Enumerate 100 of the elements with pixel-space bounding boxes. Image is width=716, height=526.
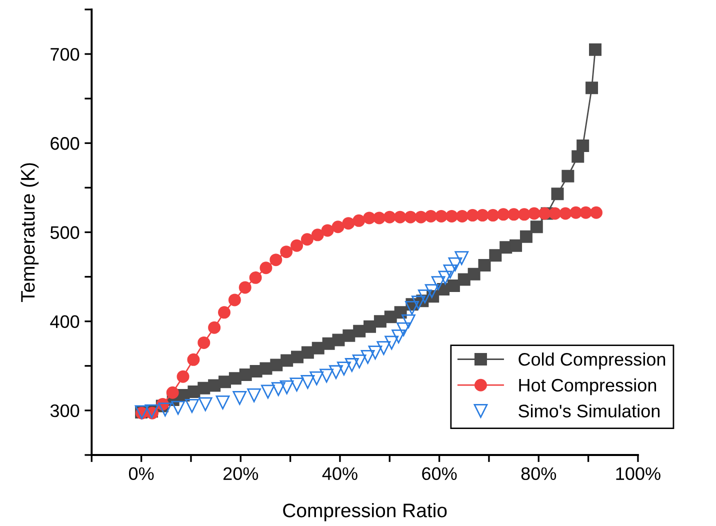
point [360, 350, 375, 364]
point [466, 209, 479, 222]
point [218, 306, 230, 319]
point [392, 330, 406, 344]
point [590, 206, 602, 219]
point [342, 217, 355, 230]
point [280, 380, 294, 394]
point [290, 378, 304, 392]
point [486, 209, 500, 222]
point [431, 276, 446, 290]
point [497, 208, 510, 221]
point [329, 365, 343, 380]
point [562, 170, 574, 182]
point [300, 374, 315, 389]
point [291, 350, 304, 364]
point [538, 207, 551, 220]
point [580, 206, 592, 219]
point [402, 314, 416, 328]
point [311, 228, 324, 242]
y-tick-label: 700 [50, 48, 80, 61]
point [228, 294, 241, 306]
point [364, 320, 376, 333]
point [260, 262, 272, 274]
point [198, 336, 210, 349]
point [548, 207, 562, 220]
point [270, 254, 282, 266]
x-axis-title: Compression Ratio [283, 503, 447, 522]
point [588, 43, 602, 56]
point [185, 399, 199, 413]
point [342, 329, 356, 342]
point [271, 382, 286, 396]
y-tick-label: 500 [50, 226, 80, 239]
x-tick-label: 80% [521, 467, 556, 480]
point [280, 246, 293, 258]
x-tick-label: 20% [223, 467, 258, 480]
x-tick-label: 60% [422, 467, 457, 480]
point [435, 210, 448, 222]
point [208, 379, 221, 392]
point [424, 284, 439, 298]
legend-label: Hot Compression [519, 378, 656, 396]
point [321, 224, 334, 237]
point [530, 220, 543, 234]
point [158, 402, 172, 416]
point [176, 370, 190, 383]
point [270, 358, 283, 372]
point [510, 239, 522, 252]
point [260, 362, 272, 375]
point [520, 230, 532, 243]
y-tick-label: 400 [50, 315, 80, 328]
point [586, 82, 598, 94]
legend-label: Cold Compression [518, 352, 666, 370]
point [572, 150, 584, 163]
point [528, 207, 540, 220]
point [352, 354, 366, 368]
point [394, 210, 406, 224]
point [228, 372, 242, 385]
point [300, 233, 314, 246]
point [352, 214, 366, 227]
point [576, 140, 590, 152]
point [454, 251, 469, 266]
x-tick-label: 40% [322, 467, 358, 480]
point [518, 208, 530, 221]
point [238, 281, 252, 294]
point [396, 322, 410, 336]
point [374, 315, 386, 328]
point [376, 341, 391, 356]
point [247, 388, 261, 402]
point [310, 371, 324, 386]
point [353, 324, 366, 338]
point [290, 239, 304, 252]
point [208, 321, 221, 334]
point [166, 386, 179, 399]
point [418, 289, 432, 304]
point [312, 342, 324, 354]
point [476, 209, 489, 222]
point [301, 346, 314, 359]
point [261, 384, 275, 399]
point [570, 206, 582, 219]
point [559, 207, 572, 220]
point [445, 210, 458, 222]
x-tick-label: 100% [616, 467, 660, 480]
point [384, 336, 399, 350]
point [448, 257, 462, 272]
y-tick-label: 300 [50, 404, 80, 418]
point [478, 258, 491, 272]
y-axis-title: Temperature (K) [20, 163, 39, 302]
point [456, 210, 468, 222]
point [239, 368, 252, 382]
x-tick-label: 0% [128, 467, 154, 480]
point [320, 368, 334, 383]
point [443, 264, 458, 278]
legend-label: Simo's Simulation [518, 404, 660, 418]
y-tick-label: 600 [50, 137, 80, 150]
point [414, 210, 428, 224]
point [383, 210, 396, 224]
point [489, 249, 502, 262]
point [404, 210, 417, 224]
point [447, 279, 460, 292]
point [249, 271, 262, 284]
point [280, 354, 294, 367]
